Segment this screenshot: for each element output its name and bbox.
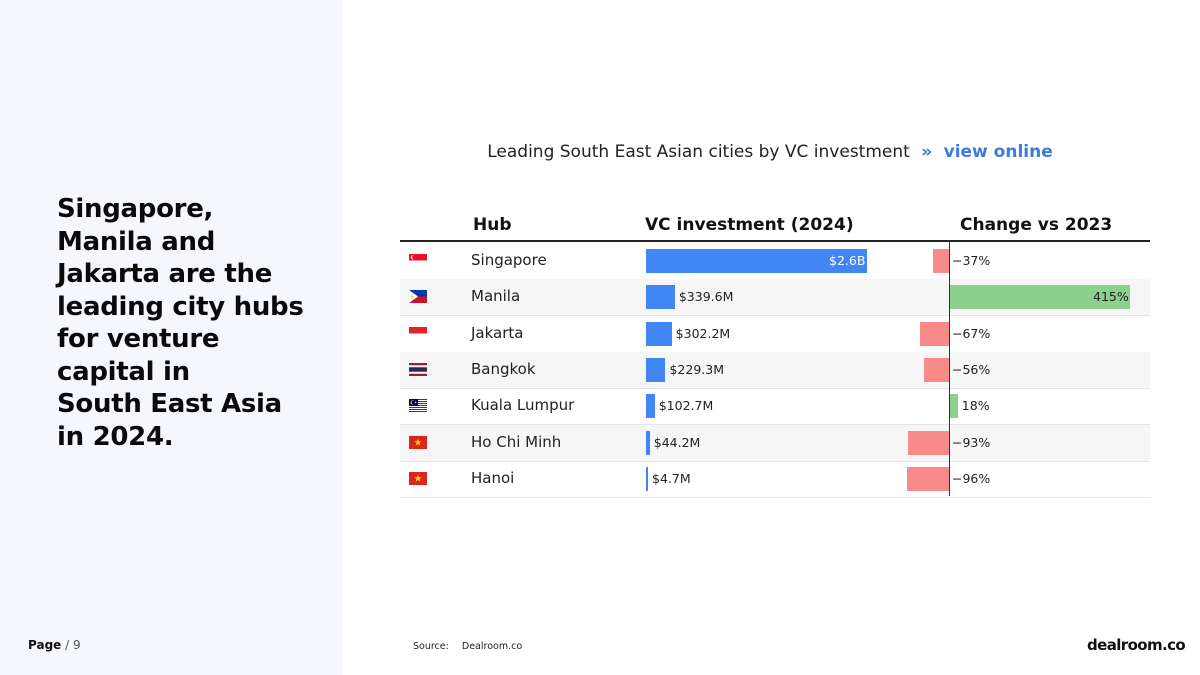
investment-bar [646,285,675,310]
chart-title-text: Leading South East Asian cities by VC in… [487,142,910,162]
column-header-investment: VC investment (2024) [645,215,854,235]
investment-label: $44.2M [653,434,701,450]
hub-name: Kuala Lumpur [471,396,575,415]
headline: Singapore, Manila and Jakarta are the le… [57,193,307,453]
source-label: Source: [413,641,449,652]
table-row: Bangkok $229.3M −56% [400,351,1150,389]
indonesia-flag-icon [409,326,427,340]
source-value: Dealroom.co [461,641,523,652]
column-header-change: Change vs 2023 [960,215,1113,235]
investment-label: $102.7M [658,398,714,414]
table-row: Hanoi $4.7M −96% [400,461,1150,498]
investment-bar [646,394,655,419]
investment-label: $229.3M [669,361,725,377]
philippines-flag-icon [409,290,427,304]
singapore-flag-icon [409,254,427,267]
change-zero-axis [949,242,950,496]
page-label: Page [28,638,62,652]
change-label: −93% [952,434,991,450]
vietnam-flag-icon [409,435,427,449]
change-label: −56% [952,361,991,377]
change-bar [919,321,949,346]
investment-bar [646,430,650,455]
investment-label: $339.6M [678,289,734,305]
table-row: Manila $339.6M 415% [400,279,1150,317]
source: Source: Dealroom.co [413,641,522,652]
column-header-hub: Hub [473,215,512,235]
page-total: / 9 [65,638,81,652]
hub-name: Jakarta [471,323,524,342]
hub-name: Singapore [471,251,547,269]
investment-bar [646,249,867,273]
chevron-right-icon: » [921,142,933,162]
headline-line: in 2024. [57,421,174,452]
change-label: 415% [1093,289,1129,305]
hub-name: Manila [471,287,521,306]
headline-line: capital in [57,356,190,387]
investment-label: $302.2M [675,325,731,341]
headline-line: for venture [57,324,220,354]
change-bar [950,285,1130,310]
headline-line: Manila and [57,226,216,257]
investment-label: $4.7M [652,470,691,486]
hub-name: Bangkok [471,359,536,378]
change-bar [908,430,949,455]
table-row: Jakarta $302.2M −67% [400,316,1150,353]
table-row: Singapore $2.6B −37% [400,243,1150,280]
chart-title: Leading South East Asian cities by VC in… [420,142,1120,162]
table-row: Kuala Lumpur $102.7M 18% [400,388,1150,426]
vietnam-flag-icon [409,471,427,485]
change-bar [906,466,949,491]
change-label: −96% [952,470,991,486]
hub-name: Ho Chi Minh [471,432,562,451]
investment-label: $2.6B [829,253,866,268]
thailand-flag-icon [409,362,427,376]
change-label: 18% [961,398,990,414]
headline-line: South East Asia [57,389,282,419]
change-bar [932,249,949,273]
headline-line: Singapore, [57,194,214,224]
hub-name: Hanoi [471,468,515,487]
malaysia-flag-icon [409,399,427,413]
headline-line: Jakarta are the [57,259,273,289]
page-number: Page / 9 [28,638,81,652]
change-bar [924,357,949,382]
table-row: Ho Chi Minh $44.2M −93% [400,424,1150,462]
change-label: −67% [952,325,991,341]
left-panel [0,0,343,675]
investment-bar [646,357,666,382]
dealroom-logo: dealroom.co [1087,636,1186,654]
header-rule [400,240,1150,242]
investment-bar [646,466,648,491]
change-bar [950,394,958,419]
view-online-link[interactable]: view online [943,142,1053,162]
headline-line: leading city hubs [57,291,304,322]
change-label: −37% [952,253,991,268]
investment-bar [646,321,672,346]
